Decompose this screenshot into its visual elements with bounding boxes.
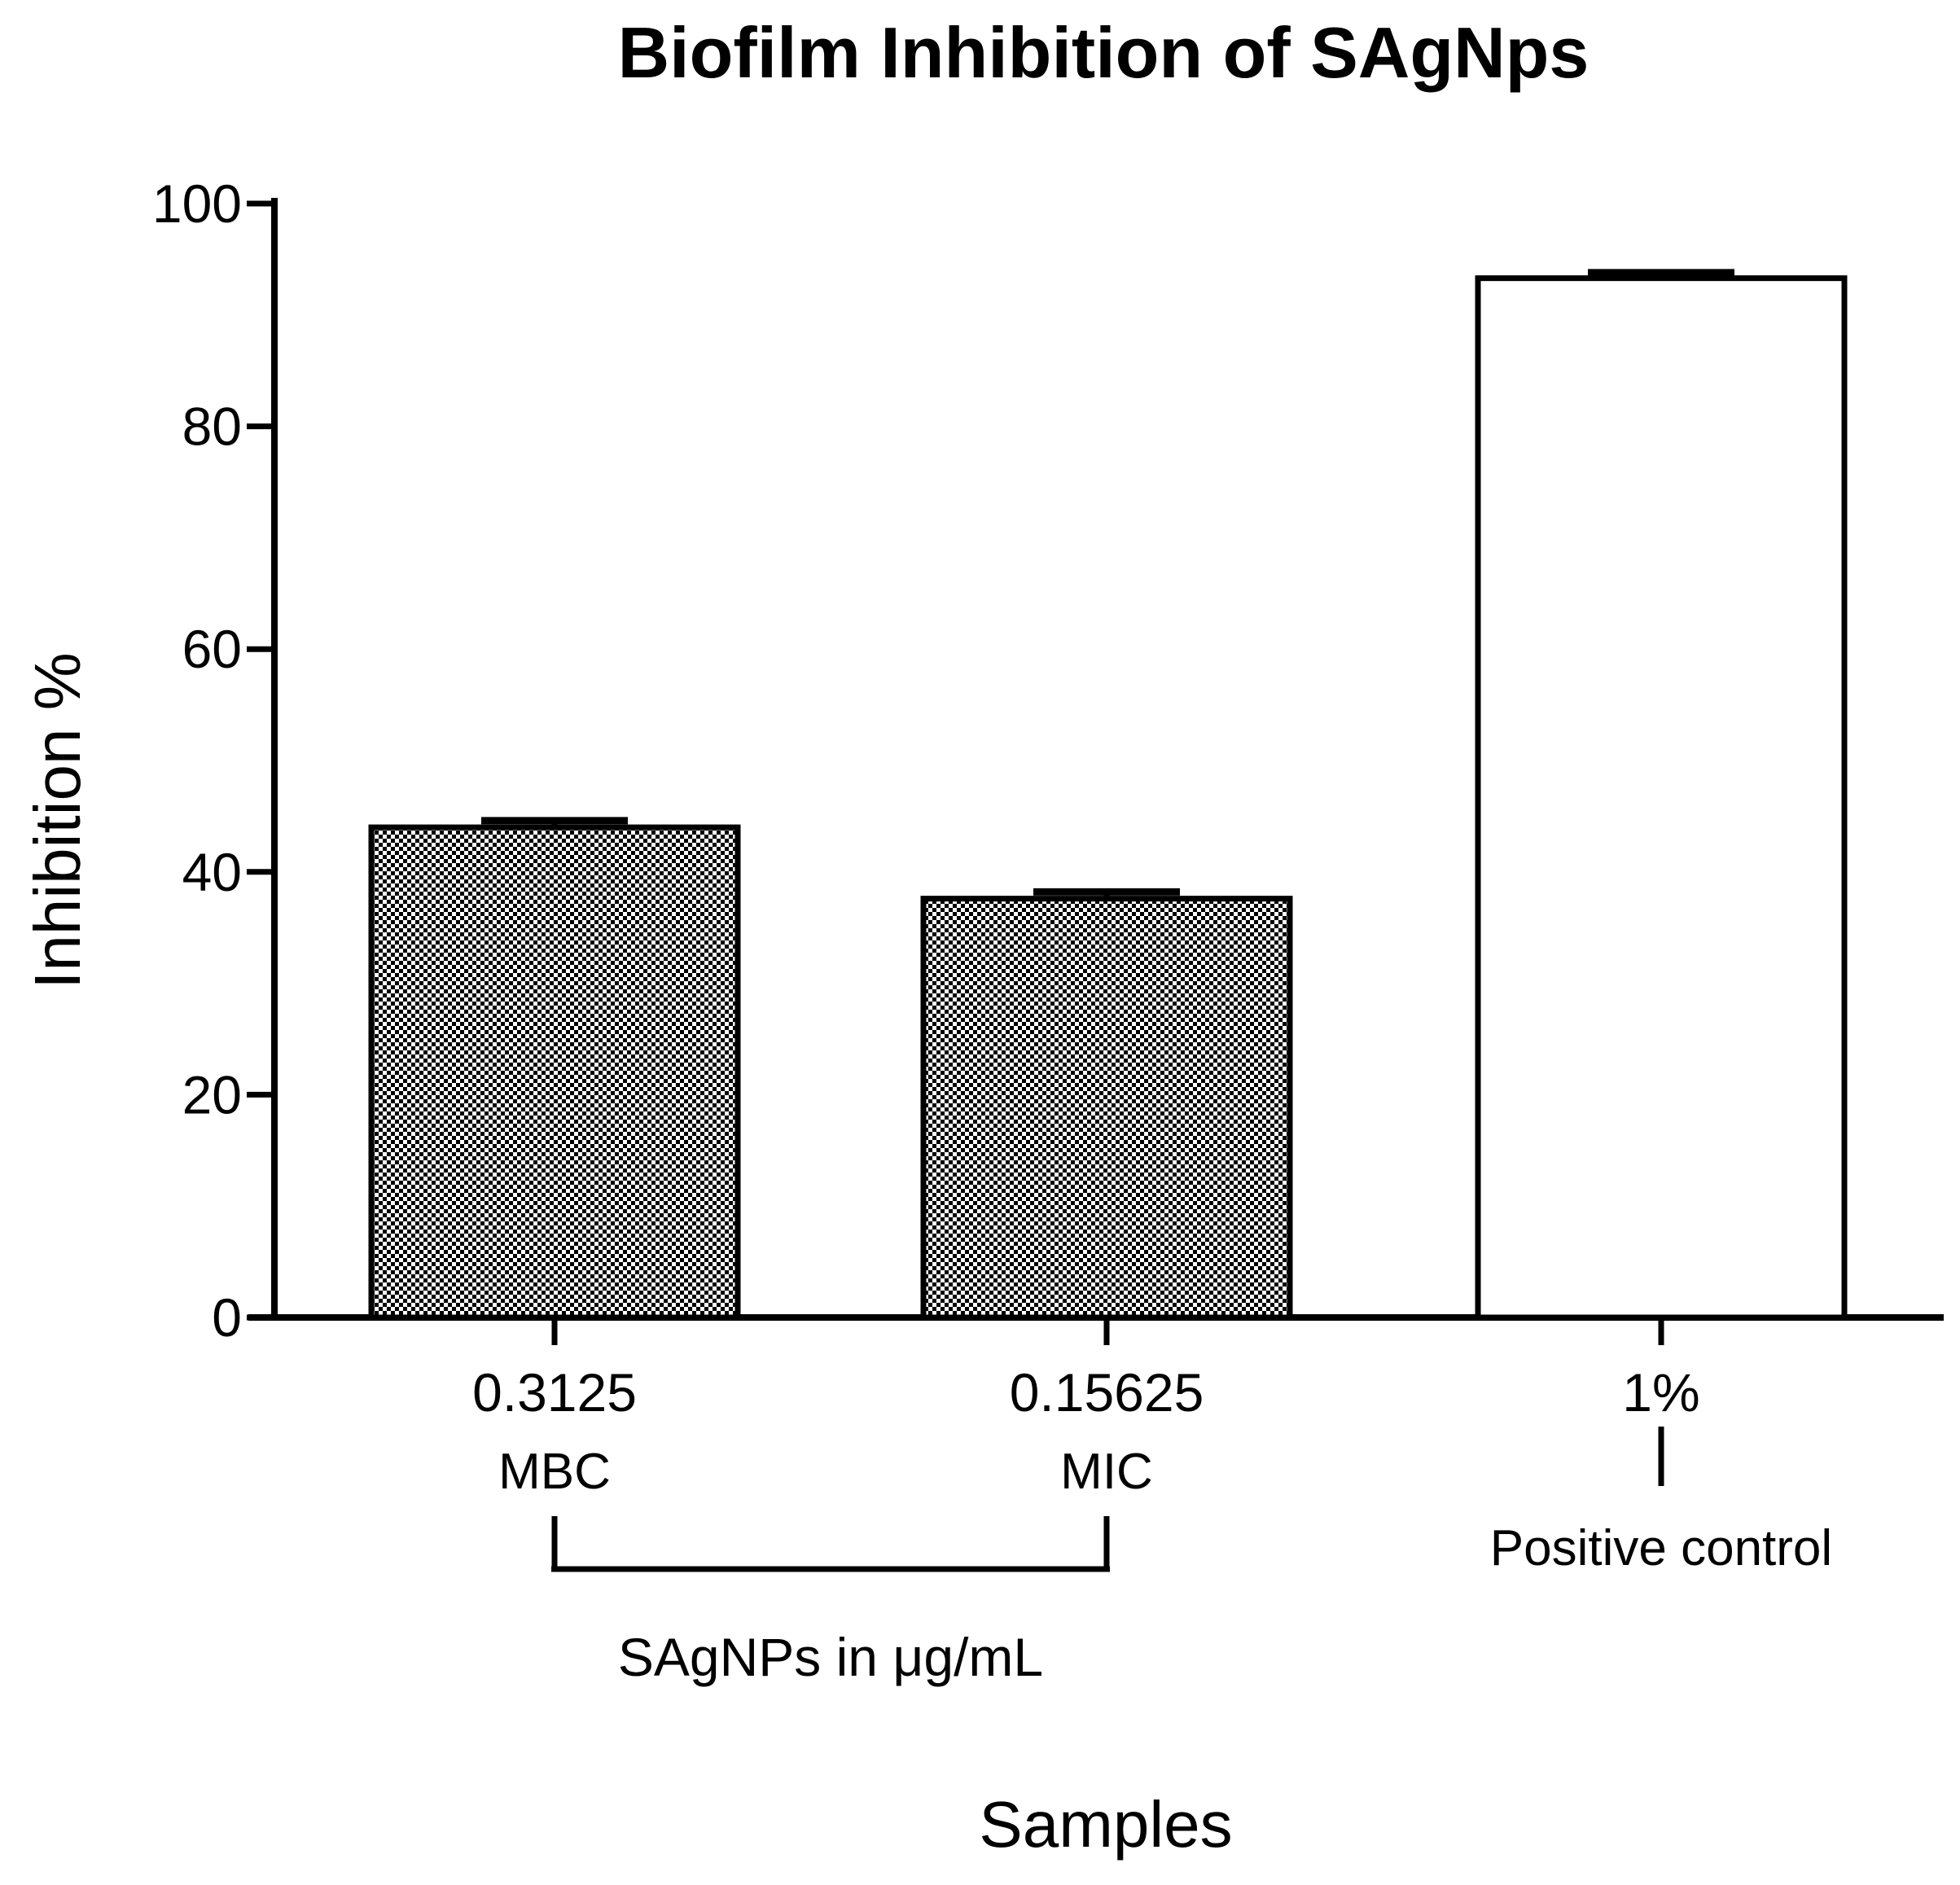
- y-tick-label: 0: [212, 1287, 242, 1348]
- group-label: SAgNPs in μg/mL: [618, 1627, 1043, 1687]
- chart-title: Biofilm Inhibition of SAgNps: [618, 12, 1589, 93]
- bar-2: [1475, 275, 1848, 1321]
- y-axis-label: Inhibition %: [21, 652, 94, 989]
- y-tick-label: 40: [182, 842, 242, 902]
- x-sublabel: MBC: [498, 1444, 611, 1500]
- x-tick-label: 0.3125: [472, 1362, 637, 1423]
- group-bracket: [551, 1516, 1110, 1572]
- x-tick-label: 0.15625: [1010, 1362, 1204, 1423]
- y-tick-label: 20: [182, 1064, 242, 1124]
- y-tick-label: 100: [152, 173, 242, 234]
- x-sublabel: MIC: [1060, 1444, 1153, 1500]
- y-tick-label: 60: [182, 619, 242, 679]
- x-sublabel: Positive control: [1490, 1520, 1832, 1576]
- x-tick-label: 1%: [1622, 1362, 1699, 1423]
- x-axis-label: Samples: [979, 1788, 1232, 1861]
- bar-1: [920, 896, 1293, 1321]
- y-tick-label: 80: [182, 397, 242, 457]
- bar-0: [368, 824, 741, 1321]
